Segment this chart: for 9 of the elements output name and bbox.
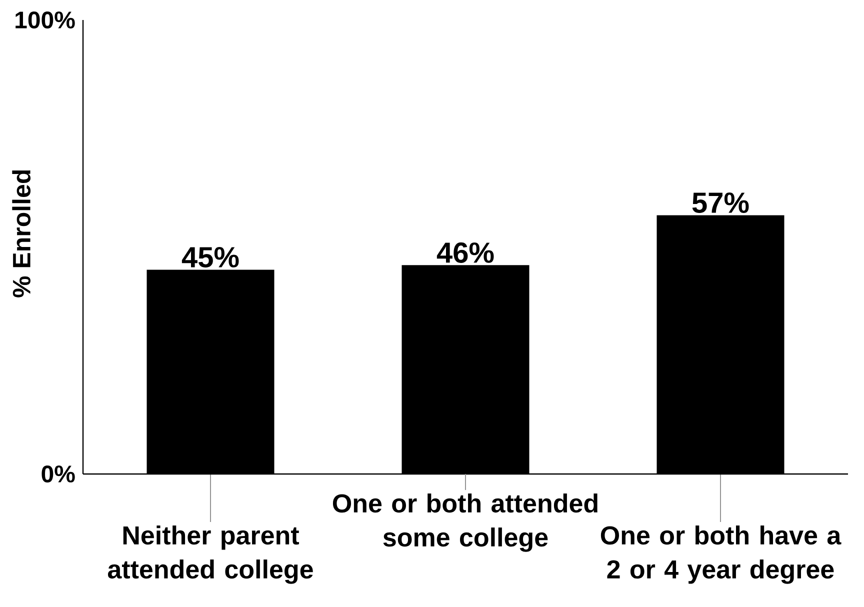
x-tick-label: Neither parent attended college [108, 526, 313, 584]
y-axis-title: % Enrolled [12, 170, 31, 298]
data-label: 45% [182, 247, 239, 268]
y-tick-label: 100% [16, 12, 75, 28]
y-tick-label: 0% [42, 466, 75, 482]
data-label: 46% [436, 242, 494, 263]
x-tick-label: One or both attended some college [332, 494, 598, 552]
x-tick-label: One or both have a 2 or 4 year degree [600, 526, 842, 584]
data-label: 57% [692, 192, 749, 214]
